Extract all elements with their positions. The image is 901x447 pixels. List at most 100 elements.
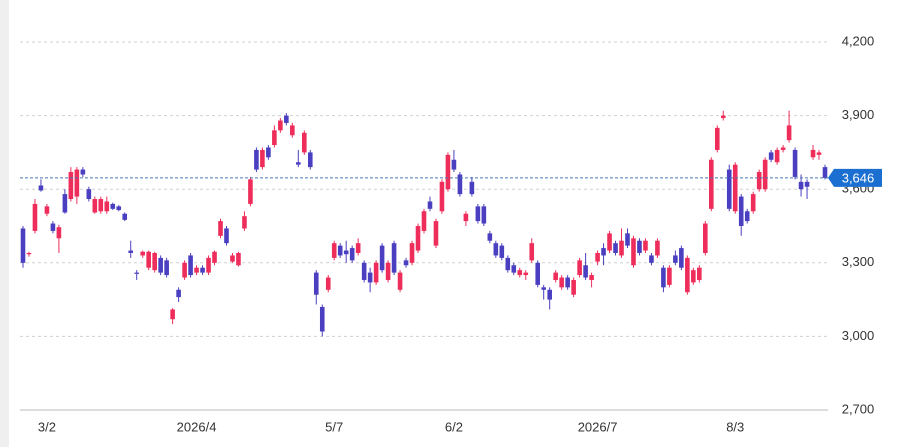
candle-body <box>679 248 684 268</box>
candle-body <box>439 181 445 212</box>
candle-body <box>505 257 511 271</box>
candle-body <box>655 240 660 256</box>
candle-body <box>260 149 265 168</box>
candle-body <box>427 201 433 209</box>
candle-body <box>391 243 397 273</box>
candle-body <box>535 262 541 285</box>
candle-body <box>230 255 235 262</box>
x-tick-label: 5/7 <box>325 419 343 434</box>
candle-body <box>307 152 313 168</box>
candle-body <box>619 240 624 256</box>
candle-body <box>798 181 804 190</box>
candle-body <box>110 203 116 209</box>
candle-body <box>726 169 732 209</box>
candle-body <box>667 267 672 285</box>
candle-body <box>643 240 648 251</box>
last-price-tag <box>828 168 882 187</box>
candle-body <box>385 262 391 280</box>
candle-body <box>553 272 558 280</box>
candle-body <box>511 265 517 273</box>
candle-body <box>242 216 247 229</box>
candle-body <box>182 262 187 278</box>
candle-body <box>379 245 385 271</box>
candle-body <box>128 250 134 253</box>
candle-body <box>475 206 481 222</box>
candle-body <box>517 270 523 276</box>
candle-body <box>98 199 104 212</box>
candle-body <box>349 248 355 261</box>
candle-body <box>146 251 151 268</box>
candle-body <box>290 125 295 136</box>
candle-body <box>457 174 463 195</box>
candle-body <box>756 172 762 190</box>
y-tick-label: 3,000 <box>842 328 875 343</box>
candle-body <box>44 206 50 214</box>
candle-body <box>50 223 56 231</box>
candle-body <box>74 169 80 197</box>
candle-body <box>337 245 343 256</box>
x-tick-label: 2026/4 <box>177 419 217 434</box>
candle-body <box>325 277 331 290</box>
candle-body <box>607 233 612 251</box>
candle-body <box>732 164 738 212</box>
candle-body <box>673 255 678 263</box>
candle-body <box>188 255 193 276</box>
candle-body <box>631 238 636 266</box>
candle-body <box>104 201 110 212</box>
candle-body <box>523 272 529 276</box>
candle-body <box>313 272 319 295</box>
candle-body <box>577 260 582 276</box>
candle-body <box>565 277 570 288</box>
candle-body <box>547 289 552 300</box>
candle-body <box>469 181 475 195</box>
candle-body <box>266 147 271 158</box>
candle-body <box>409 243 415 263</box>
candle-body <box>744 211 750 222</box>
candle-body <box>487 233 493 241</box>
candle-body <box>331 243 337 258</box>
candle-body <box>786 125 792 141</box>
candle-body <box>601 248 606 256</box>
candle-body <box>529 243 535 261</box>
candle-body <box>415 226 421 251</box>
last-price-label: 3,646 <box>842 170 875 185</box>
candle-body <box>463 213 469 222</box>
candle-body <box>284 115 289 123</box>
x-tick-label: 2026/7 <box>578 419 618 434</box>
candle-body <box>32 203 38 231</box>
candle-body <box>272 130 277 146</box>
y-tick-label: 3,300 <box>842 254 875 269</box>
candle-body <box>691 270 696 283</box>
candle-body <box>661 267 666 288</box>
x-tick-label: 6/2 <box>445 419 463 434</box>
candle-body <box>194 267 199 273</box>
candle-body <box>822 167 828 178</box>
candle-body <box>541 287 547 290</box>
candle-body <box>445 154 451 190</box>
candle-body <box>571 279 576 295</box>
candle-body <box>625 233 630 246</box>
candle-body <box>319 306 325 332</box>
candle-body <box>750 194 756 212</box>
candle-body <box>134 272 140 274</box>
candle-body <box>152 252 157 271</box>
candle-body <box>361 262 367 280</box>
candle-body <box>122 213 128 220</box>
candle-body <box>481 206 487 224</box>
candle-body <box>218 221 223 236</box>
candle-body <box>762 159 768 190</box>
candle-body <box>158 257 163 273</box>
candle-body <box>343 250 349 255</box>
candle-body <box>26 252 32 255</box>
candle-body <box>685 257 690 293</box>
candle-body <box>296 162 301 165</box>
candle-body <box>774 149 780 163</box>
candle-body <box>649 255 654 263</box>
candle-body <box>86 189 92 200</box>
candle-body <box>768 152 774 160</box>
candle-body <box>559 277 564 288</box>
candle-body <box>170 309 175 320</box>
y-tick-label: 2,700 <box>842 401 875 416</box>
candle-body <box>164 260 169 276</box>
